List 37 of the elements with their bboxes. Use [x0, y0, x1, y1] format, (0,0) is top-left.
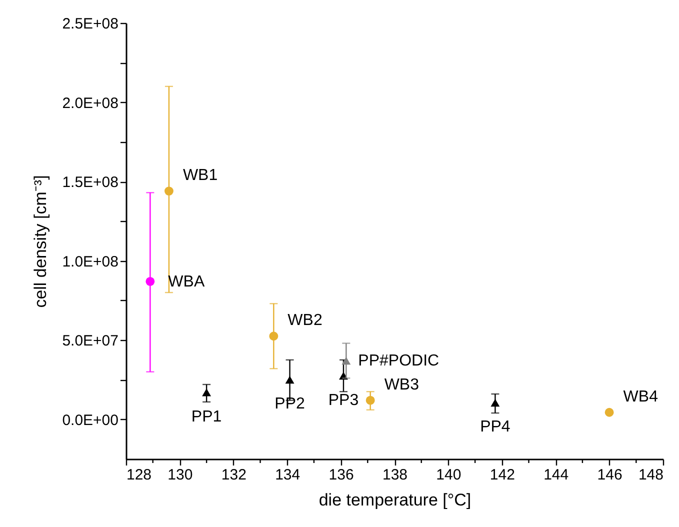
- annotation: PP3: [328, 392, 359, 409]
- x-tick-label: 148: [638, 466, 664, 484]
- annotation: WB2: [288, 312, 322, 330]
- x-tick-label: 134: [275, 466, 300, 484]
- y-axis-title: cell density [cm⁻³]: [31, 175, 50, 308]
- y-tick-label: 2.5E+08: [62, 16, 118, 32]
- x-tick-label: 132: [221, 466, 246, 484]
- annotation: PP#PODIC: [358, 352, 440, 370]
- point: [285, 376, 294, 384]
- point: [164, 186, 174, 196]
- point: [269, 332, 278, 341]
- annotation: PP2: [274, 396, 306, 413]
- y-tick-label: 1.5E+08: [62, 174, 118, 192]
- y-tick-label: 5.0E+07: [62, 332, 118, 350]
- x-tick-label: 138: [382, 466, 408, 484]
- annotation: PP4: [480, 418, 510, 436]
- x-tick-label: 144: [544, 466, 569, 484]
- x-tick-label: 142: [490, 466, 515, 484]
- point: [342, 356, 351, 365]
- point: [366, 396, 375, 405]
- point: [490, 398, 500, 407]
- y-tick-label: 0.0E+00: [62, 412, 118, 429]
- x-axis-title: die temperature [°C]: [318, 490, 472, 510]
- x-tick-label: 128: [126, 466, 152, 484]
- annotation: WB3: [384, 376, 420, 394]
- x-tick-label: 130: [168, 466, 193, 484]
- point: [146, 276, 155, 286]
- y-tick-label: 1.0E+08: [62, 253, 118, 270]
- annotation: PP1: [191, 408, 222, 426]
- x-tick-label: 146: [597, 466, 622, 484]
- y-tick-label: 2.0E+08: [62, 94, 118, 112]
- point: [202, 388, 212, 396]
- x-tick-label: 140: [436, 466, 462, 484]
- annotation: WB1: [182, 167, 218, 184]
- annotation: WB4: [623, 388, 658, 406]
- x-tick-label: 136: [328, 466, 354, 484]
- point: [604, 408, 614, 417]
